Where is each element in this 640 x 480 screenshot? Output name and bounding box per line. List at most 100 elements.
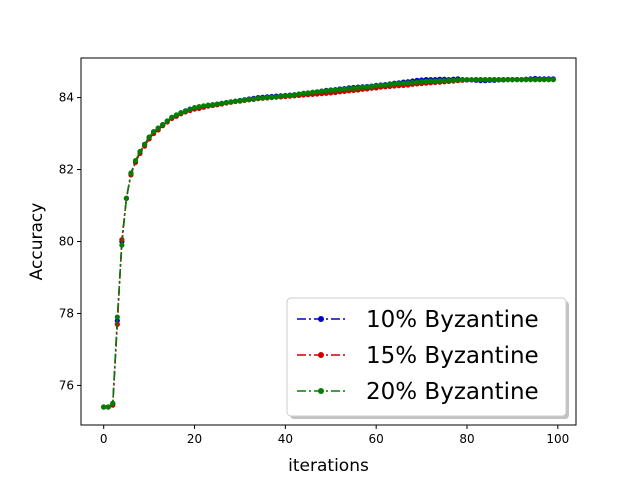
legend-label: 15% Byzantine: [366, 343, 539, 369]
data-point: [241, 97, 248, 103]
y-tick-label: 78: [59, 306, 74, 320]
data-point: [350, 85, 357, 91]
x-tick-label: 40: [278, 432, 293, 446]
data-point: [505, 76, 511, 83]
y-tick-label: 80: [59, 235, 74, 249]
data-point: [387, 81, 393, 87]
data-point: [373, 83, 379, 89]
data-point: [141, 141, 148, 147]
data-point: [346, 85, 352, 92]
data-point: [310, 89, 316, 95]
data-point: [287, 92, 293, 99]
data-point: [201, 103, 207, 109]
legend-swatch-marker: [318, 352, 324, 358]
data-point: [341, 86, 347, 92]
data-point: [196, 103, 202, 110]
data-point: [414, 79, 420, 85]
x-axis-title: iterations: [288, 456, 369, 476]
data-point: [278, 93, 284, 99]
data-point: [527, 76, 534, 83]
data-point: [405, 80, 411, 86]
y-tick-label: 84: [59, 91, 74, 105]
data-point: [187, 106, 193, 113]
data-point: [509, 76, 516, 83]
data-point: [487, 76, 493, 83]
data-point: [123, 195, 130, 201]
data-point: [228, 99, 234, 105]
data-point: [319, 88, 325, 94]
x-tick-label: 100: [546, 432, 569, 446]
data-point: [400, 80, 407, 86]
data-point: [132, 157, 139, 164]
data-point: [464, 76, 470, 83]
data-point: [491, 76, 497, 83]
data-point: [455, 77, 461, 83]
data-point: [237, 98, 243, 104]
x-axis-ticks: 0 20 40 60 80 100: [100, 425, 569, 446]
data-point: [409, 79, 416, 86]
data-point: [114, 314, 120, 320]
data-point: [255, 95, 261, 101]
data-point: [446, 77, 452, 83]
series-3: [101, 76, 556, 410]
x-tick-label: 0: [100, 432, 108, 446]
data-point: [437, 78, 443, 84]
data-point: [450, 77, 456, 83]
data-point: [428, 78, 434, 84]
data-point: [328, 87, 334, 93]
x-tick-label: 80: [459, 432, 474, 446]
data-point: [432, 78, 438, 84]
data-point: [110, 400, 116, 407]
data-point: [369, 83, 375, 90]
data-point: [205, 102, 211, 108]
data-point: [151, 129, 157, 135]
legend-frame: [286, 297, 567, 417]
data-point: [359, 84, 366, 90]
data-point: [550, 76, 556, 83]
legend: 10% Byzantine 15% Byzantine 20% Byzantine: [286, 297, 569, 419]
data-point: [232, 98, 238, 104]
data-point: [178, 110, 184, 116]
data-point: [282, 93, 288, 99]
data-point: [264, 94, 270, 101]
data-point: [164, 118, 170, 124]
data-point: [105, 404, 111, 410]
data-point: [391, 81, 397, 87]
data-point: [128, 170, 134, 176]
data-point: [355, 85, 361, 91]
y-axis-title: Accuracy: [27, 203, 47, 281]
data-point: [291, 92, 298, 98]
legend-item: 10% Byzantine: [297, 307, 539, 333]
legend-item: 20% Byzantine: [297, 379, 539, 405]
data-point: [382, 82, 388, 88]
legend-swatch-marker: [318, 388, 324, 394]
data-point: [300, 90, 307, 96]
data-point: [210, 102, 216, 108]
data-point: [496, 76, 502, 83]
data-point: [473, 76, 479, 83]
data-point: [423, 78, 429, 84]
data-point: [478, 76, 484, 83]
y-axis-ticks: 76 78 80 82 84: [59, 91, 81, 392]
data-point: [119, 242, 125, 248]
data-point: [314, 89, 320, 95]
legend-label: 20% Byzantine: [366, 379, 539, 405]
data-point: [305, 90, 311, 96]
data-point: [396, 80, 402, 87]
data-point: [378, 82, 384, 88]
data-point: [364, 84, 370, 90]
data-point: [523, 76, 529, 83]
data-point: [537, 76, 543, 83]
data-point: [246, 96, 252, 102]
y-tick-label: 76: [59, 378, 74, 392]
data-point: [137, 148, 143, 155]
data-point: [173, 112, 179, 118]
data-point: [419, 79, 425, 85]
legend-label: 10% Byzantine: [366, 307, 539, 333]
legend-item: 15% Byzantine: [297, 343, 539, 369]
data-point: [219, 100, 225, 106]
data-point: [441, 78, 447, 84]
data-point: [518, 76, 525, 83]
data-point: [541, 76, 547, 83]
